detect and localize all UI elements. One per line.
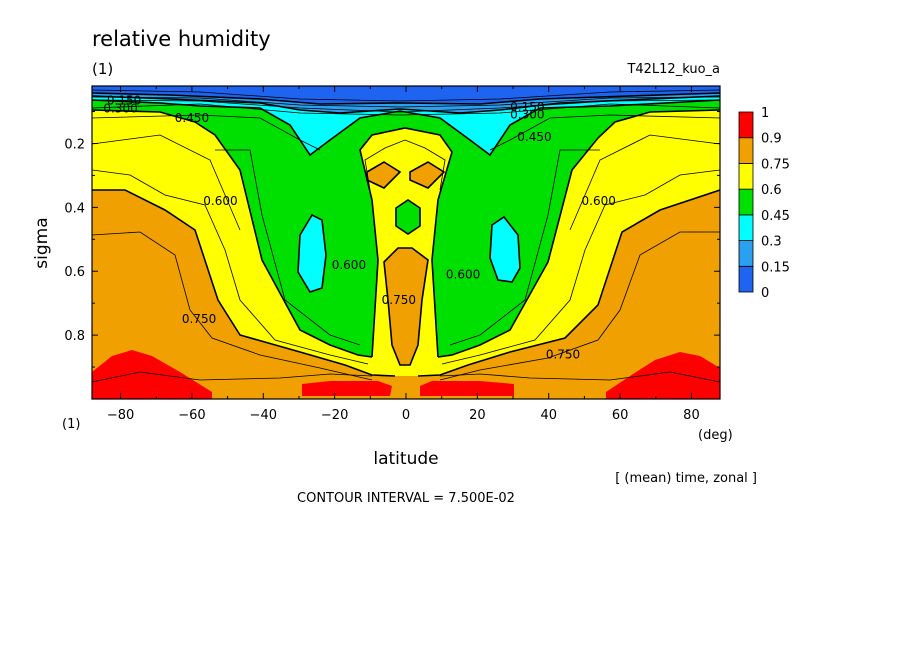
contour-label: 0.150	[107, 93, 141, 107]
contour-label: 0.300	[510, 108, 544, 122]
band-0.75-0.9-blob-right	[410, 162, 444, 188]
x-tick-label: 0	[402, 408, 410, 423]
band-0-0.15	[92, 86, 720, 104]
band-0.45-0.6-core	[396, 200, 420, 234]
x-unit: (deg)	[698, 428, 733, 443]
x-tick-label: −80	[107, 408, 134, 423]
y-tick-label: 0.8	[64, 329, 85, 344]
panel-id-top: (1)	[92, 60, 113, 78]
contour-label: 0.750	[182, 312, 216, 326]
x-tick-label: 40	[540, 408, 557, 423]
contour-label: 0.450	[175, 111, 209, 125]
band-0.75-0.9-blob-left	[367, 162, 400, 188]
contour-label: 0.450	[517, 130, 551, 144]
contour-label: 0.600	[582, 194, 616, 208]
contour-label: 0.600	[446, 267, 480, 281]
contour-interval-note: CONTOUR INTERVAL = 7.500E-02	[297, 491, 515, 506]
x-tick-label: −60	[178, 408, 205, 423]
color-bar-label: 0.9	[761, 132, 782, 147]
color-bar-label: 1	[761, 106, 769, 121]
color-bar-label: 0.15	[761, 260, 790, 275]
run-name: T42L12_kuo_a	[626, 62, 720, 77]
contour-label: 0.750	[382, 293, 416, 307]
contour-label: 0.600	[332, 258, 366, 272]
y-axis: 0.2 0.4 0.6 0.8	[64, 111, 720, 368]
y-tick-label: 0.6	[64, 265, 85, 280]
x-tick-label: 80	[683, 408, 700, 423]
band-0.3-0.45-right	[490, 217, 520, 282]
color-bar-swatch	[738, 111, 754, 139]
x-axis-title: latitude	[373, 449, 438, 469]
color-bar-label: 0.75	[761, 157, 790, 172]
contour-lines-thick	[92, 92, 720, 377]
contour-label: 0.300	[103, 101, 137, 115]
band-0.9-1-right-surface	[420, 381, 514, 396]
x-axis: −80 −60 −40 −20 0 20 40 60 80	[107, 86, 700, 423]
color-bar-label: 0.3	[761, 235, 782, 250]
band-0.3-0.45-left	[298, 215, 326, 292]
x-tick-label: −40	[250, 408, 277, 423]
panel-id-bottom: (1)	[62, 417, 80, 432]
contour-label: 0.600	[203, 194, 237, 208]
band-0.9-1-north	[606, 352, 720, 399]
contour-label: 0.750	[546, 347, 580, 361]
color-bar: 0 0.15 0.3 0.45 0.6 0.75 0.9 1	[738, 106, 790, 301]
averaging-note: [ (mean) time, zonal ]	[615, 471, 757, 486]
contour-label: 0.150	[510, 100, 544, 114]
color-bar-label: 0	[761, 286, 769, 301]
chart-title: relative humidity	[92, 27, 271, 51]
color-bar-label: 0.45	[761, 209, 790, 224]
color-bar-label: 0.6	[761, 183, 782, 198]
y-tick-label: 0.4	[64, 201, 85, 216]
x-tick-label: 20	[469, 408, 486, 423]
color-bar-swatch	[738, 265, 754, 293]
y-tick-label: 0.2	[64, 137, 85, 152]
band-0.75-0.9-column	[384, 248, 428, 365]
y-axis-title: sigma	[32, 217, 52, 268]
x-tick-label: −20	[321, 408, 348, 423]
band-0.45-0.6	[92, 100, 720, 357]
band-0.9-1-left-surface	[302, 381, 392, 396]
color-bar-swatch	[738, 214, 754, 241]
x-tick-label: 60	[612, 408, 629, 423]
color-bar-swatch	[738, 163, 754, 190]
band-0.9-1-south	[92, 350, 212, 399]
color-bar-swatch	[738, 188, 754, 216]
color-bar-swatch	[738, 240, 754, 267]
color-bar-swatch	[738, 137, 754, 164]
